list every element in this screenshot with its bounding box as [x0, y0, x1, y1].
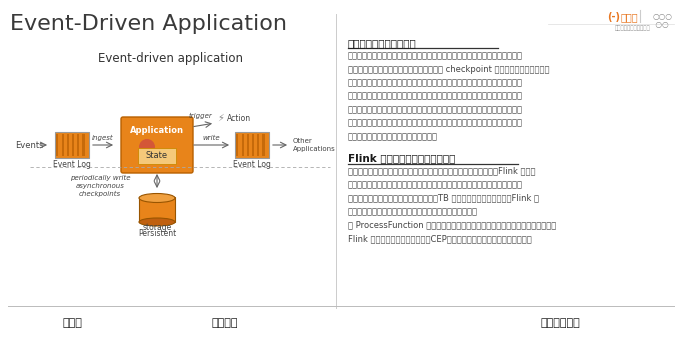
Text: 成，因此对于正常事件处理的影响甚微。事件驱动型应用的优势不仅限于本地数: 成，因此对于正常事件处理的影响甚微。事件驱动型应用的优势不仅限于本地数	[348, 78, 523, 87]
Text: Action: Action	[227, 114, 251, 123]
Text: State: State	[146, 152, 168, 160]
Text: 事件驱动型应用会受制于底层流处理系统对时间和状态的把控能力，Flink 诸多优: 事件驱动型应用会受制于底层流处理系统对时间和状态的把控能力，Flink 诸多优	[348, 167, 535, 175]
Text: (-): (-)	[607, 12, 620, 22]
Bar	[257, 134, 259, 156]
Text: ⚡: ⚡	[217, 113, 224, 123]
Bar	[235, 132, 269, 158]
Text: 奥运会全球指定云服务商: 奥运会全球指定云服务商	[615, 25, 651, 31]
Bar	[263, 134, 265, 156]
Ellipse shape	[139, 218, 175, 226]
Bar	[72, 134, 74, 156]
Text: trigger: trigger	[188, 113, 212, 119]
Text: 库自身的更改（例如：由应用更新或服务扩容导致数据布局发生改变）都需要谨: 库自身的更改（例如：由应用更新或服务扩容导致数据布局发生改变）都需要谨	[348, 105, 523, 114]
Text: 异常检测: 异常检测	[211, 318, 238, 328]
Bar	[241, 134, 243, 156]
Circle shape	[139, 139, 155, 155]
Text: 低的延迟。而由于定期向远程持久化存储的 checkpoint 工作可以异步、增量式完: 低的延迟。而由于定期向远程持久化存储的 checkpoint 工作可以异步、增量…	[348, 65, 550, 73]
Text: Applications: Applications	[293, 146, 336, 152]
Text: Flink 如何支持事件驱动型应用？: Flink 如何支持事件驱动型应用？	[348, 153, 456, 164]
Text: 支持事件时间和自由度极高的定制化窗口逻辑，而且它内置: 支持事件时间和自由度极高的定制化窗口逻辑，而且它内置	[348, 207, 478, 216]
Text: 的 ProcessFunction 支持细粒度时间控制，方便实现一些高级业务逻辑。同时，: 的 ProcessFunction 支持细粒度时间控制，方便实现一些高级业务逻辑…	[348, 221, 557, 230]
Bar	[236, 134, 239, 156]
Text: Persistent: Persistent	[138, 229, 176, 238]
Bar	[138, 148, 176, 164]
Text: Events: Events	[15, 140, 44, 150]
Text: 秀特质都是围绕这些方面来设计的。它提供了一系列丰富的状态操作原语，允许: 秀特质都是围绕这些方面来设计的。它提供了一系列丰富的状态操作原语，允许	[348, 180, 523, 189]
Bar	[247, 134, 249, 156]
Bar	[77, 134, 79, 156]
Bar	[139, 197, 175, 222]
Text: Event Log: Event Log	[233, 160, 271, 169]
Bar	[83, 134, 85, 156]
Text: periodically write
asynchronous
checkpoints: periodically write asynchronous checkpoi…	[70, 175, 130, 197]
Text: Event Log: Event Log	[53, 160, 91, 169]
Ellipse shape	[139, 193, 175, 203]
Text: 慎协调。反观事件驱动型应用，由于只需考虑自身数据，因此在更改数据表示或: 慎协调。反观事件驱动型应用，由于只需考虑自身数据，因此在更改数据表示或	[348, 119, 523, 128]
Text: 反欺诈: 反欺诈	[62, 318, 82, 328]
Text: 事件驱动型应用无需查询远程数据库，本地数据访问使得它具有更高的吐吐和更: 事件驱动型应用无需查询远程数据库，本地数据访问使得它具有更高的吐吐和更	[348, 51, 523, 60]
Text: 事件驱动型应用的优势？: 事件驱动型应用的优势？	[348, 38, 417, 48]
Text: Flink 还拥有一个复杂事件处理（CEP）库，可以用来检测数据流中的模式。: Flink 还拥有一个复杂事件处理（CEP）库，可以用来检测数据流中的模式。	[348, 234, 532, 243]
Text: Other: Other	[293, 138, 313, 144]
FancyBboxPatch shape	[121, 117, 193, 173]
Text: write: write	[202, 135, 220, 141]
Text: 复杂规则告警: 复杂规则告警	[540, 318, 580, 328]
Text: 据访问。传统分层架构下，通常多个应用会共享同一个数据库，因而任何对数据: 据访问。传统分层架构下，通常多个应用会共享同一个数据库，因而任何对数据	[348, 91, 523, 101]
Text: storage: storage	[143, 223, 172, 232]
Text: 服务扩容时所需的协调工作将大大减少。: 服务扩容时所需的协调工作将大大减少。	[348, 132, 438, 141]
Bar	[67, 134, 69, 156]
Text: ○○○
 ○○: ○○○ ○○	[653, 12, 673, 29]
Text: 以精确一次的一致性语义合并海量规模（TB 级别）的状态数据。此外，Flink 还: 以精确一次的一致性语义合并海量规模（TB 级别）的状态数据。此外，Flink 还	[348, 193, 539, 203]
Text: Application: Application	[130, 126, 184, 135]
Bar	[55, 132, 89, 158]
Text: ingest: ingest	[92, 135, 114, 141]
Bar	[57, 134, 59, 156]
Text: 阿里云: 阿里云	[621, 12, 638, 22]
Bar	[61, 134, 63, 156]
Text: Event-driven application: Event-driven application	[98, 52, 243, 65]
Text: Event-Driven Application: Event-Driven Application	[10, 14, 287, 34]
Bar	[252, 134, 254, 156]
